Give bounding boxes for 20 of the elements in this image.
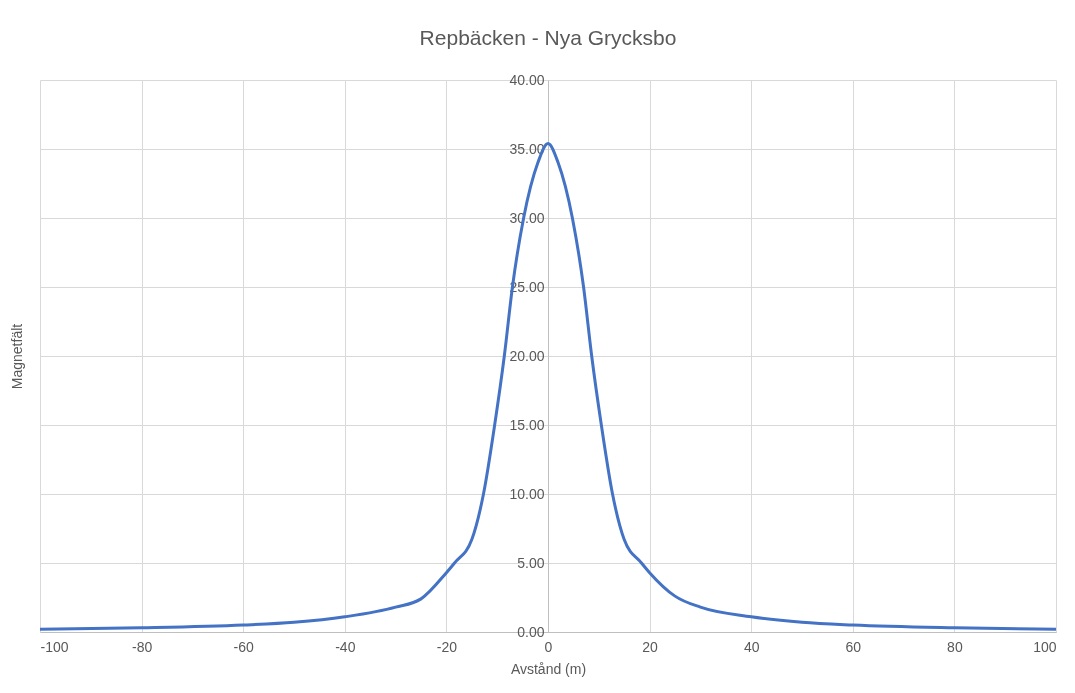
x-tick-label: 60 xyxy=(845,638,862,655)
x-tick-label: 0 xyxy=(544,638,553,655)
y-tick-label: 15.00 xyxy=(509,416,545,433)
y-tick-label: 0.00 xyxy=(517,623,545,640)
x-tick-label: 40 xyxy=(743,638,760,655)
x-tick-label: -100 xyxy=(40,638,69,655)
y-axis-title: Magnetfält xyxy=(8,323,25,390)
y-tick-label: 40.00 xyxy=(509,71,545,88)
x-tick-label: -20 xyxy=(436,638,458,655)
y-tick-label: 5.00 xyxy=(517,554,545,571)
x-tick-label: 100 xyxy=(1033,638,1057,655)
y-tick-label: 10.00 xyxy=(509,485,545,502)
chart-title: Repbäcken - Nya Grycksbo xyxy=(419,26,677,49)
x-tick-label: -60 xyxy=(233,638,255,655)
x-tick-label: -40 xyxy=(335,638,356,655)
x-tick-label: 20 xyxy=(642,638,659,655)
x-tick-label: -80 xyxy=(131,638,153,655)
x-tick-label: 80 xyxy=(947,638,963,655)
y-tick-label: 20.00 xyxy=(509,347,545,364)
x-axis-title: Avstånd (m) xyxy=(510,660,587,677)
